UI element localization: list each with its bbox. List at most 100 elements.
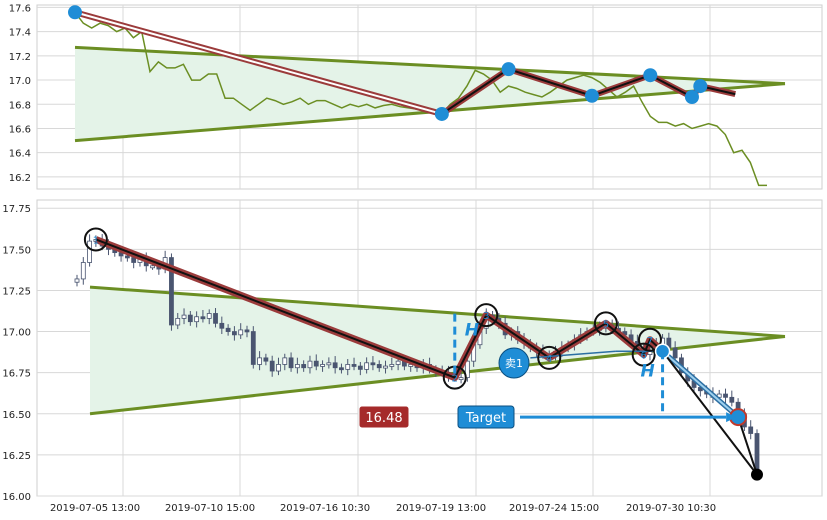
candle-body (395, 360, 401, 365)
candle-body (383, 365, 388, 369)
candle-body (269, 360, 275, 372)
target-to-last (737, 416, 758, 475)
height-label: H (465, 321, 479, 341)
candle-body (332, 362, 338, 369)
candle-body (124, 255, 130, 259)
candle-body (238, 329, 244, 336)
pattern-point-label: 6 (640, 351, 646, 362)
top-y-tick: 17.6 (9, 3, 31, 14)
pattern-marker-5 (643, 68, 658, 83)
last-point-marker (751, 468, 763, 481)
pattern-marker-7 (693, 79, 708, 94)
pattern-marker-4 (584, 88, 599, 103)
target-box (457, 405, 515, 429)
candle-body (276, 364, 281, 372)
pattern-point-circle (83, 227, 108, 252)
candle-body (169, 257, 174, 326)
bottom-y-tick: 16.75 (2, 369, 31, 380)
candle-body (282, 357, 288, 365)
pattern-point-circle (637, 327, 662, 352)
candle-body (244, 329, 250, 333)
triangle-fill (90, 287, 785, 414)
bottom-x-tick: 2019-07-30 10:30 (626, 503, 716, 514)
candle-body (313, 360, 319, 367)
pattern-point-circle (593, 311, 618, 336)
candle-body (263, 357, 269, 362)
pattern-point-label: 5 (603, 319, 609, 330)
bottom-y-tick: 16.50 (2, 410, 31, 421)
candle-body (370, 362, 376, 366)
bottom-y-tick: 17.25 (2, 286, 31, 297)
candle-body (213, 313, 218, 324)
candle-body (301, 364, 307, 369)
candle-body (74, 278, 80, 283)
candle-body (206, 313, 212, 319)
top-panel: 16.2 16.4 16.6 16.8 17.0 17.2 17.4 17.6 (9, 3, 823, 190)
bottom-y-axis: 16.00 16.25 16.50 16.75 17.00 17.25 17.50 17.75 (2, 204, 31, 503)
bottom-y-tick: 16.00 (2, 492, 31, 503)
candle-body (194, 316, 200, 323)
bottom-pattern: 1 2 3 4 5 67 (83, 227, 763, 481)
pattern-marker-2 (434, 106, 449, 121)
candle-body (181, 314, 187, 319)
triangle-fill (75, 47, 785, 141)
candle-body (326, 362, 332, 366)
bottom-y-tick: 17.75 (2, 204, 31, 215)
candle-body (464, 360, 470, 378)
bottom-x-tick: 2019-07-19 13:00 (396, 503, 486, 514)
pattern-point-label: 4 (546, 354, 552, 365)
top-y-tick: 17.2 (9, 52, 31, 63)
sell-line-left (530, 350, 616, 359)
candle-body (357, 365, 363, 370)
top-y-tick: 16.4 (9, 149, 31, 160)
candle-body (729, 396, 735, 403)
top-y-tick: 17.4 (9, 28, 31, 39)
bottom-x-axis: 2019-07-05 13:00 2019-07-10 15:00 2019-07-… (50, 503, 716, 514)
pattern-point-label: 7 (647, 336, 653, 347)
top-y-tick: 16.2 (9, 173, 31, 184)
candle-body (294, 364, 300, 369)
pattern-point-label: 3 (483, 311, 489, 322)
top-y-tick: 16.8 (9, 100, 31, 111)
candle-body (748, 426, 754, 434)
breakdown-to-last (661, 350, 758, 476)
pattern-point-circle (474, 303, 499, 328)
candle-body (339, 367, 344, 371)
candle-body (219, 322, 225, 329)
sell-marker-label: 卖1 (505, 357, 523, 370)
target-arrowhead (726, 412, 737, 423)
bottom-x-tick: 2019-07-10 15:00 (165, 503, 255, 514)
pattern-seg-inner (74, 11, 443, 115)
bottom-x-tick: 2019-07-16 10:30 (280, 503, 370, 514)
top-y-tick: 16.6 (9, 124, 31, 135)
candle-body (364, 362, 370, 370)
candle-body (320, 364, 325, 367)
sell-marker (498, 347, 530, 379)
candle-body (225, 327, 231, 332)
candle-body (257, 357, 262, 365)
candle-body (250, 331, 256, 365)
candle-body (288, 357, 294, 369)
bottom-x-tick: 2019-07-24 15:00 (509, 503, 599, 514)
candle-body (232, 331, 237, 336)
pattern-point-circle (631, 342, 656, 367)
candle-body (345, 364, 351, 370)
bottom-x-tick: 2019-07-05 13:00 (50, 503, 140, 514)
pattern-point-label: 2 (452, 374, 458, 385)
candle-body (376, 364, 382, 369)
bottom-y-tick: 17.00 (2, 328, 31, 339)
bottom-y-tick: 16.25 (2, 451, 31, 462)
pattern-marker-6 (684, 90, 699, 104)
price-box (358, 405, 410, 429)
pattern-marker-1 (68, 5, 82, 20)
candle-body (672, 347, 678, 359)
pattern-point-circle (537, 345, 562, 370)
candle-body (175, 317, 181, 326)
candle-body (150, 265, 155, 269)
top-y-tick: 17.0 (9, 76, 31, 87)
bottom-annotations: H H 16.48 Target 卖1 (358, 311, 737, 429)
target-box-label: Target (465, 411, 506, 426)
triangle-upper-line (89, 285, 786, 338)
